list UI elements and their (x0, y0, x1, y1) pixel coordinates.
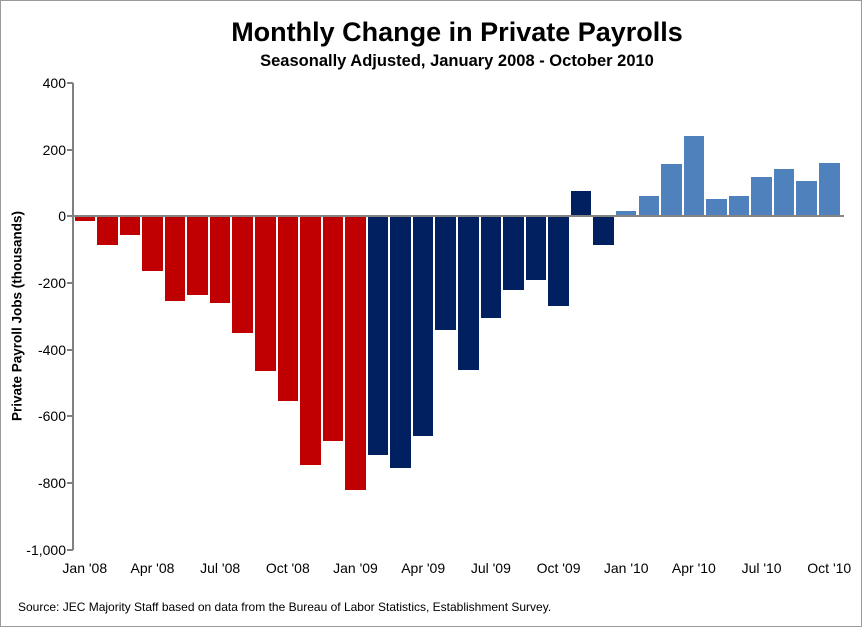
y-tick-label: -800 (37, 474, 66, 491)
y-tick-label: 400 (42, 75, 66, 91)
x-tick-label: Oct '08 (265, 560, 310, 576)
bar-jun-09 (458, 216, 479, 370)
y-axis-tick (67, 548, 73, 551)
bar-may-09 (435, 216, 456, 330)
x-tick-label: Apr '08 (130, 560, 175, 576)
x-tick-label: Jan '08 (62, 560, 108, 576)
bar-feb-08 (97, 216, 118, 245)
y-axis-line (72, 83, 74, 550)
y-tick-label: 200 (42, 141, 66, 158)
y-axis-tick (67, 82, 73, 84)
bar-apr-10 (683, 135, 705, 217)
chart-subtitle: Seasonally Adjusted, January 2008 - Octo… (260, 52, 654, 70)
bar-jul-08 (209, 216, 231, 303)
y-tick-label: -200 (37, 274, 66, 291)
bar-aug-09 (503, 216, 524, 290)
bar-oct-09 (548, 216, 569, 307)
bar-jun-08 (187, 216, 208, 295)
bar-sep-09 (525, 216, 547, 280)
zero-axis-line (73, 215, 844, 218)
bar-nov-08 (300, 216, 321, 465)
bar-jan-08 (74, 216, 96, 222)
x-tick-label: Apr '10 (671, 560, 716, 576)
source-note: Source: JEC Majority Staff based on data… (18, 600, 552, 614)
bar-mar-09 (390, 216, 411, 468)
bar-oct-10 (818, 163, 840, 217)
bar-dec-08 (322, 216, 344, 442)
bar-dec-09 (593, 216, 614, 245)
y-axis-tick (67, 215, 73, 218)
bar-apr-09 (412, 216, 434, 437)
y-axis-title: Private Payroll Jobs (thousands) (9, 210, 25, 422)
y-axis-tick (67, 348, 73, 351)
bar-jul-09 (480, 216, 502, 318)
x-tick-label: Oct '10 (807, 560, 852, 576)
x-tick-label: Apr '09 (401, 560, 446, 576)
y-tick-label: 0 (58, 208, 66, 225)
bar-oct-08 (277, 216, 299, 402)
bar-mar-08 (119, 216, 141, 235)
bar-nov-09 (570, 191, 592, 217)
x-tick-label: Jul '08 (200, 560, 241, 576)
bar-jan-10 (615, 210, 637, 217)
bar-sep-08 (254, 216, 276, 372)
x-tick-label: Jan '09 (333, 560, 378, 576)
x-tick-label: Oct '09 (536, 560, 581, 576)
bar-aug-10 (773, 168, 795, 217)
y-tick-label: -400 (37, 341, 66, 358)
bar-jan-09 (345, 216, 366, 490)
chart-title: Monthly Change in Private Payrolls (231, 17, 683, 47)
y-axis-tick (67, 148, 73, 151)
bar-sep-10 (796, 180, 817, 217)
y-tick-label: -1,000 (26, 541, 66, 558)
bar-jul-10 (751, 177, 772, 217)
bar-feb-09 (367, 216, 389, 455)
x-tick-label: Jan '10 (603, 560, 649, 576)
y-axis-tick (67, 481, 73, 484)
bar-feb-10 (638, 195, 660, 217)
y-tick-label: -600 (37, 408, 66, 425)
bar-may-08 (164, 216, 186, 302)
bar-apr-08 (142, 216, 163, 272)
bar-aug-08 (232, 216, 253, 333)
bar-mar-10 (661, 163, 682, 217)
bar-jun-10 (728, 195, 750, 217)
bar-may-10 (706, 199, 727, 217)
y-axis-tick (67, 415, 73, 418)
x-tick-label: Jul '09 (470, 560, 511, 576)
x-tick-label: Jul '10 (741, 560, 782, 576)
y-axis-tick (67, 281, 73, 284)
